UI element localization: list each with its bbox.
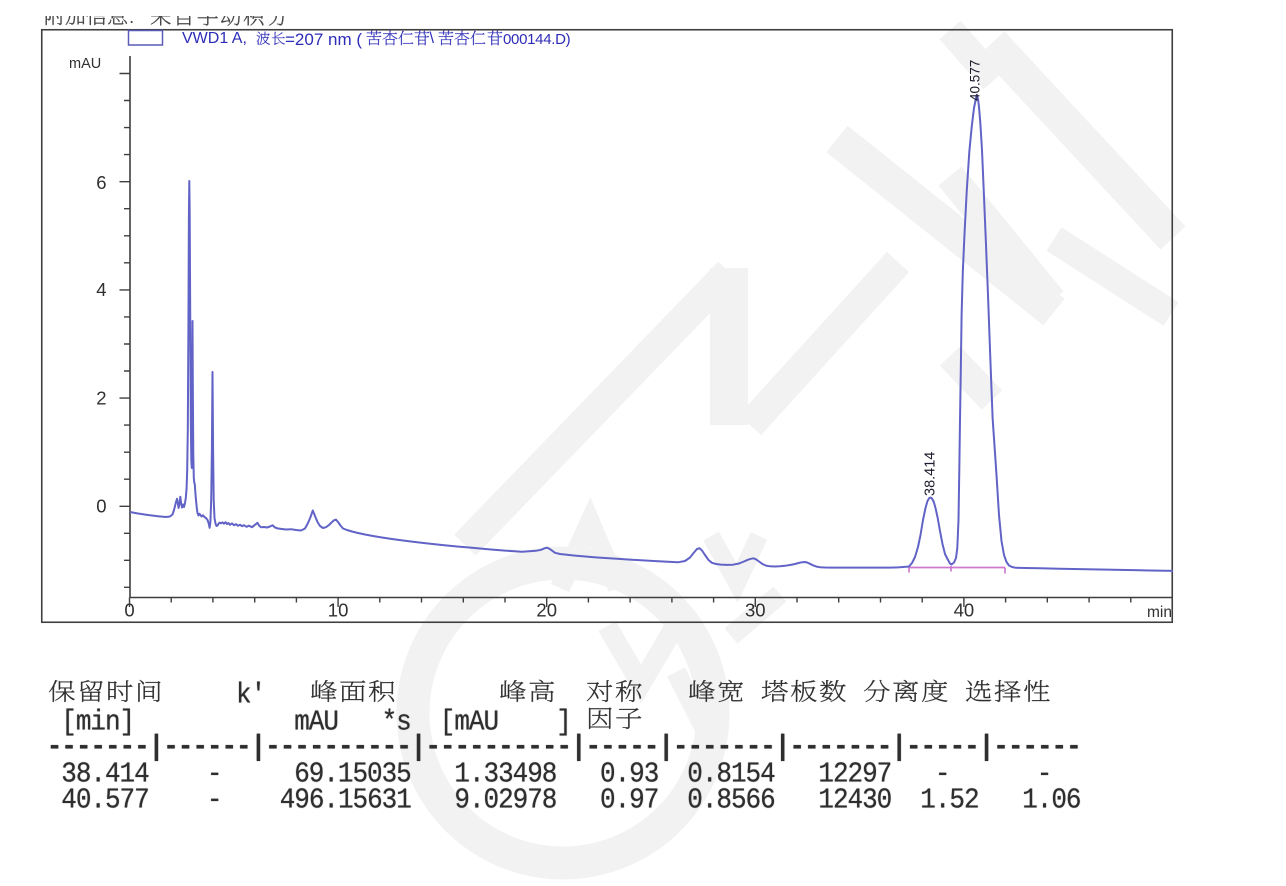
svg-text:min: min (1147, 604, 1172, 621)
svg-text:40: 40 (954, 600, 975, 621)
svg-text:2: 2 (96, 388, 106, 409)
svg-text:mAU: mAU (69, 56, 101, 72)
svg-text:38.414: 38.414 (923, 452, 939, 496)
svg-text:4: 4 (96, 279, 106, 300)
svg-text:20: 20 (536, 600, 557, 621)
svg-text:10: 10 (328, 600, 349, 621)
svg-text:0: 0 (124, 600, 134, 621)
svg-text:0: 0 (96, 496, 106, 517)
svg-text:40.577: 40.577 (968, 60, 983, 101)
svg-text:30: 30 (745, 600, 766, 621)
svg-text:6: 6 (96, 172, 106, 193)
